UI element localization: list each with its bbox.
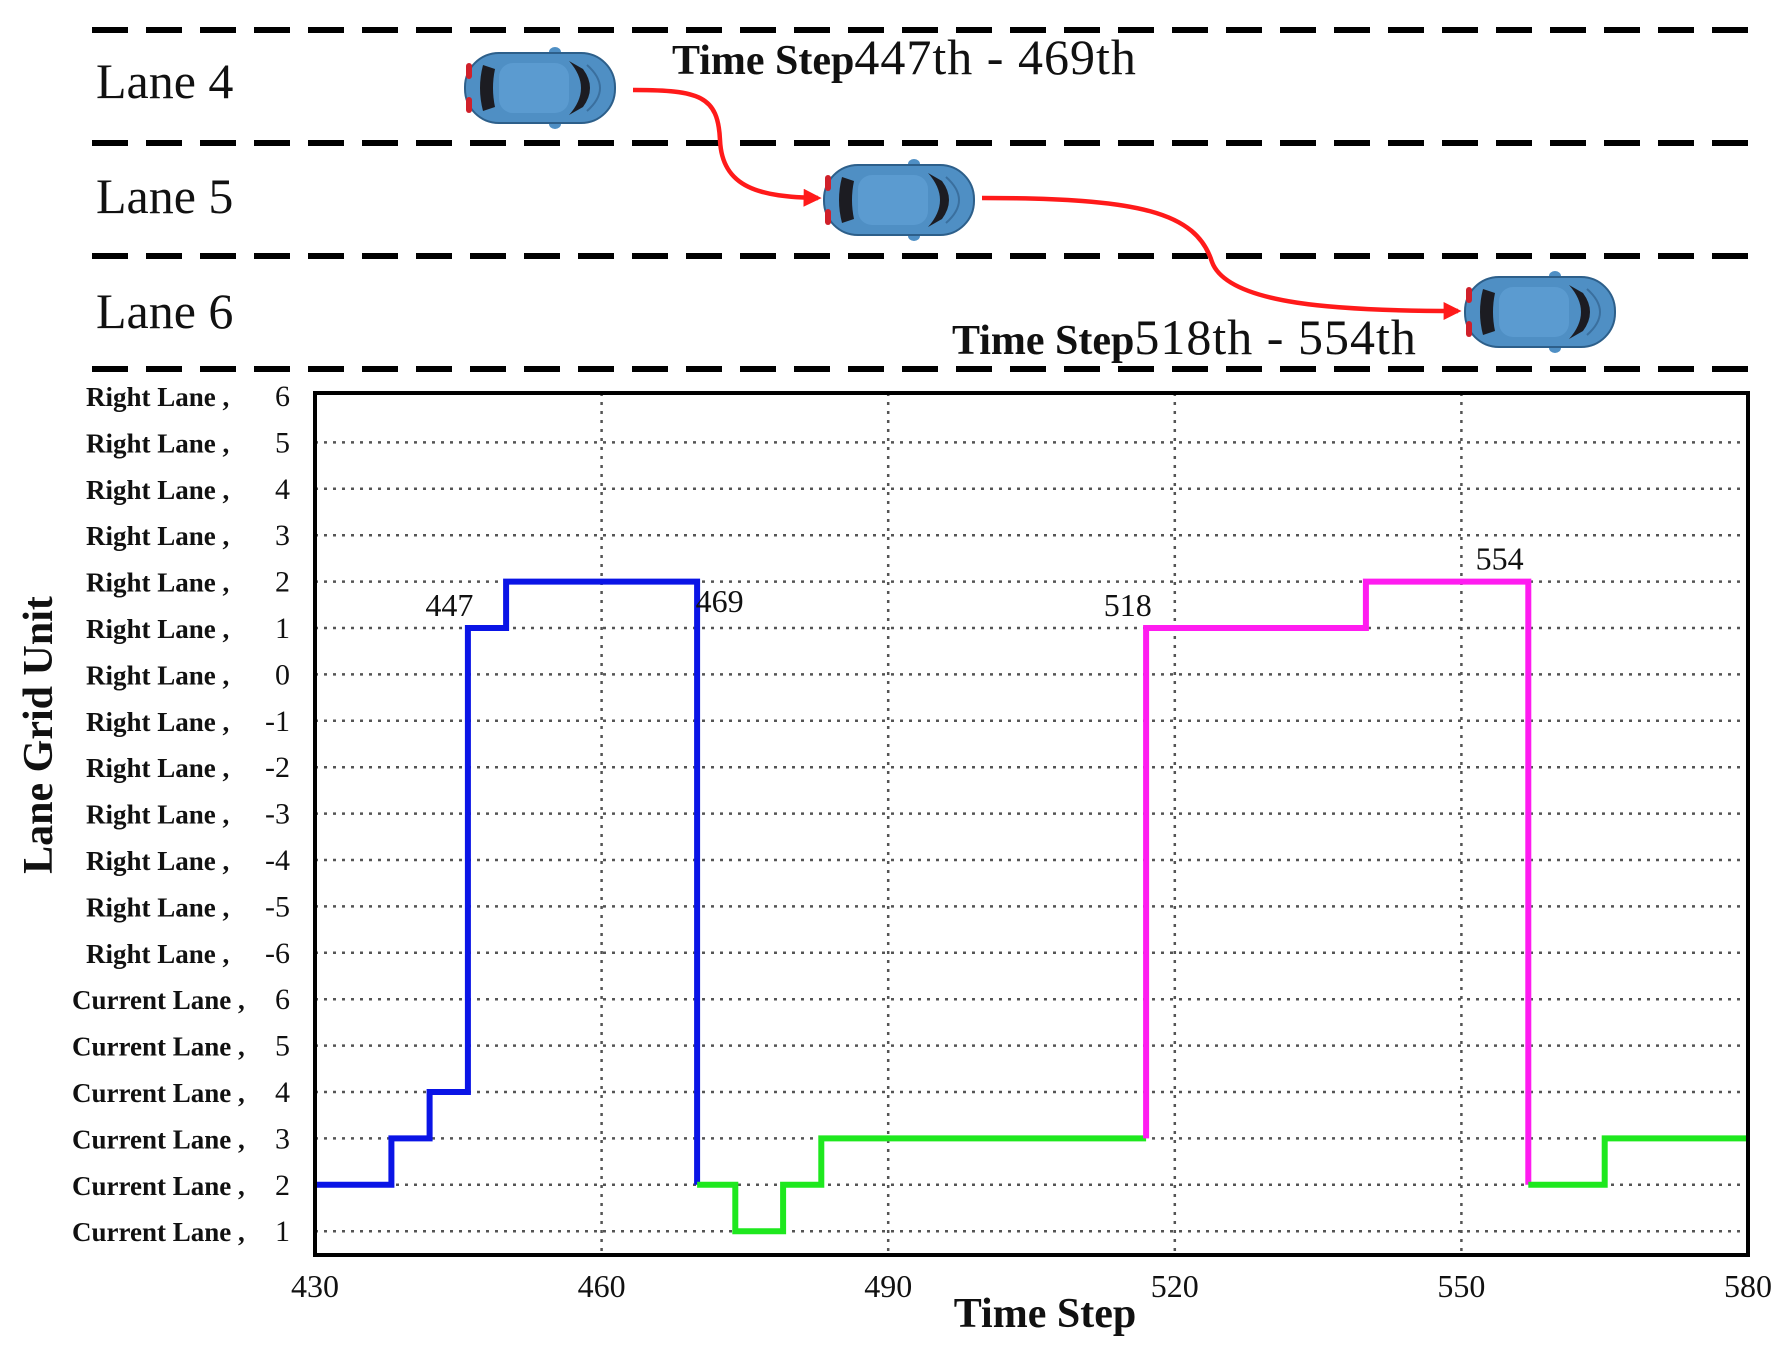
y-axis-title: Lane Grid Unit xyxy=(16,596,62,874)
chart: Right Lane , 6 Right Lane , 5 Right Lane , 4 R… xyxy=(16,380,1772,1337)
y-tick-name: Right Lane , xyxy=(86,753,229,783)
car-icon xyxy=(823,158,975,242)
y-tick-value: -6 xyxy=(265,937,290,970)
y-tick-value: 2 xyxy=(275,566,290,599)
x-tick-labels: 430 460 490 520 550 580 xyxy=(291,1268,1772,1304)
lane-4-label: Lane 4 xyxy=(96,53,233,109)
car-icon xyxy=(464,46,616,130)
y-tick-name: Right Lane , xyxy=(86,800,229,830)
y-tick-name: Right Lane , xyxy=(86,475,229,505)
trajectory-arrow xyxy=(981,195,1462,320)
time-step-bottom: Time Step518th - 554th xyxy=(952,309,1417,365)
time-step-top-word: Time Step xyxy=(672,38,854,84)
y-tick-value: 2 xyxy=(275,1169,290,1202)
y-tick-name: Right Lane , xyxy=(86,707,229,737)
lane-dividers xyxy=(92,27,1760,372)
time-step-top: Time Step447th - 469th xyxy=(672,29,1137,85)
time-step-bottom-word: Time Step xyxy=(952,318,1134,364)
x-tick-label: 430 xyxy=(291,1268,339,1304)
data-annotation: 554 xyxy=(1476,541,1524,577)
y-tick-name: Right Lane , xyxy=(86,521,229,551)
y-tick-name: Right Lane , xyxy=(86,428,229,458)
x-axis-title: Time Step xyxy=(954,1291,1136,1337)
car-icon xyxy=(1464,270,1616,354)
y-tick-name: Right Lane , xyxy=(86,660,229,690)
series-line xyxy=(1528,1135,1748,1188)
y-tick-value: 5 xyxy=(275,1030,290,1063)
y-tick-name: Current Lane , xyxy=(72,1124,245,1154)
y-tick-value: 6 xyxy=(275,983,290,1016)
y-tick-name: Current Lane , xyxy=(72,1171,245,1201)
y-tick-value: -5 xyxy=(265,890,290,923)
y-tick-name: Current Lane , xyxy=(72,985,245,1015)
plot-frame xyxy=(313,391,1750,1257)
series-line xyxy=(697,1135,1147,1235)
y-tick-name: Right Lane , xyxy=(86,614,229,644)
y-tick-value: -3 xyxy=(265,798,290,831)
y-tick-value: 1 xyxy=(275,612,290,645)
lane-6-label: Lane 6 xyxy=(96,283,233,339)
data-annotation: 469 xyxy=(696,583,744,619)
y-tick-value: 3 xyxy=(275,519,290,552)
y-tick-value: 5 xyxy=(275,426,290,459)
x-tick-label: 520 xyxy=(1151,1268,1199,1304)
data-annotation: 447 xyxy=(425,587,473,623)
annotations: 447 469 518 554 xyxy=(425,541,1523,623)
x-tick-label: 490 xyxy=(864,1268,912,1304)
x-tick-label: 580 xyxy=(1724,1268,1772,1304)
y-tick-value: 3 xyxy=(275,1122,290,1155)
y-tick-value: 4 xyxy=(275,1076,290,1109)
y-tick-name: Right Lane , xyxy=(86,382,229,412)
y-tick-name: Current Lane , xyxy=(72,1217,245,1247)
y-tick-name: Right Lane , xyxy=(86,846,229,876)
x-tick-label: 460 xyxy=(578,1268,626,1304)
y-tick-name: Current Lane , xyxy=(72,1078,245,1108)
y-tick-value: 6 xyxy=(275,380,290,413)
y-tick-value: -1 xyxy=(265,705,290,738)
grid xyxy=(315,393,1748,1255)
trajectory-arrow xyxy=(632,87,822,207)
lane-5-label: Lane 5 xyxy=(96,168,233,224)
x-tick-label: 550 xyxy=(1437,1268,1485,1304)
y-tick-value: 0 xyxy=(275,658,290,691)
series-line xyxy=(315,578,701,1188)
y-tick-value: 4 xyxy=(275,473,290,506)
y-tick-value: 1 xyxy=(275,1215,290,1248)
series xyxy=(315,578,1748,1235)
y-tick-name: Right Lane , xyxy=(86,568,229,598)
y-tick-value: -4 xyxy=(265,844,290,877)
y-tick-name: Current Lane , xyxy=(72,1032,245,1062)
y-tick-labels: Right Lane , 6 Right Lane , 5 Right Lane , 4 R… xyxy=(72,380,290,1248)
time-step-top-range: 447th - 469th xyxy=(854,29,1136,85)
road-illustration: Lane 4 Lane 5 Lane 6 Time Step447th - 46… xyxy=(92,27,1760,372)
time-step-bottom-range: 518th - 554th xyxy=(1134,309,1416,365)
y-tick-name: Right Lane , xyxy=(86,892,229,922)
series-line xyxy=(1143,578,1532,1185)
data-annotation: 518 xyxy=(1104,587,1152,623)
y-tick-name: Right Lane , xyxy=(86,939,229,969)
y-tick-value: -2 xyxy=(265,751,290,784)
